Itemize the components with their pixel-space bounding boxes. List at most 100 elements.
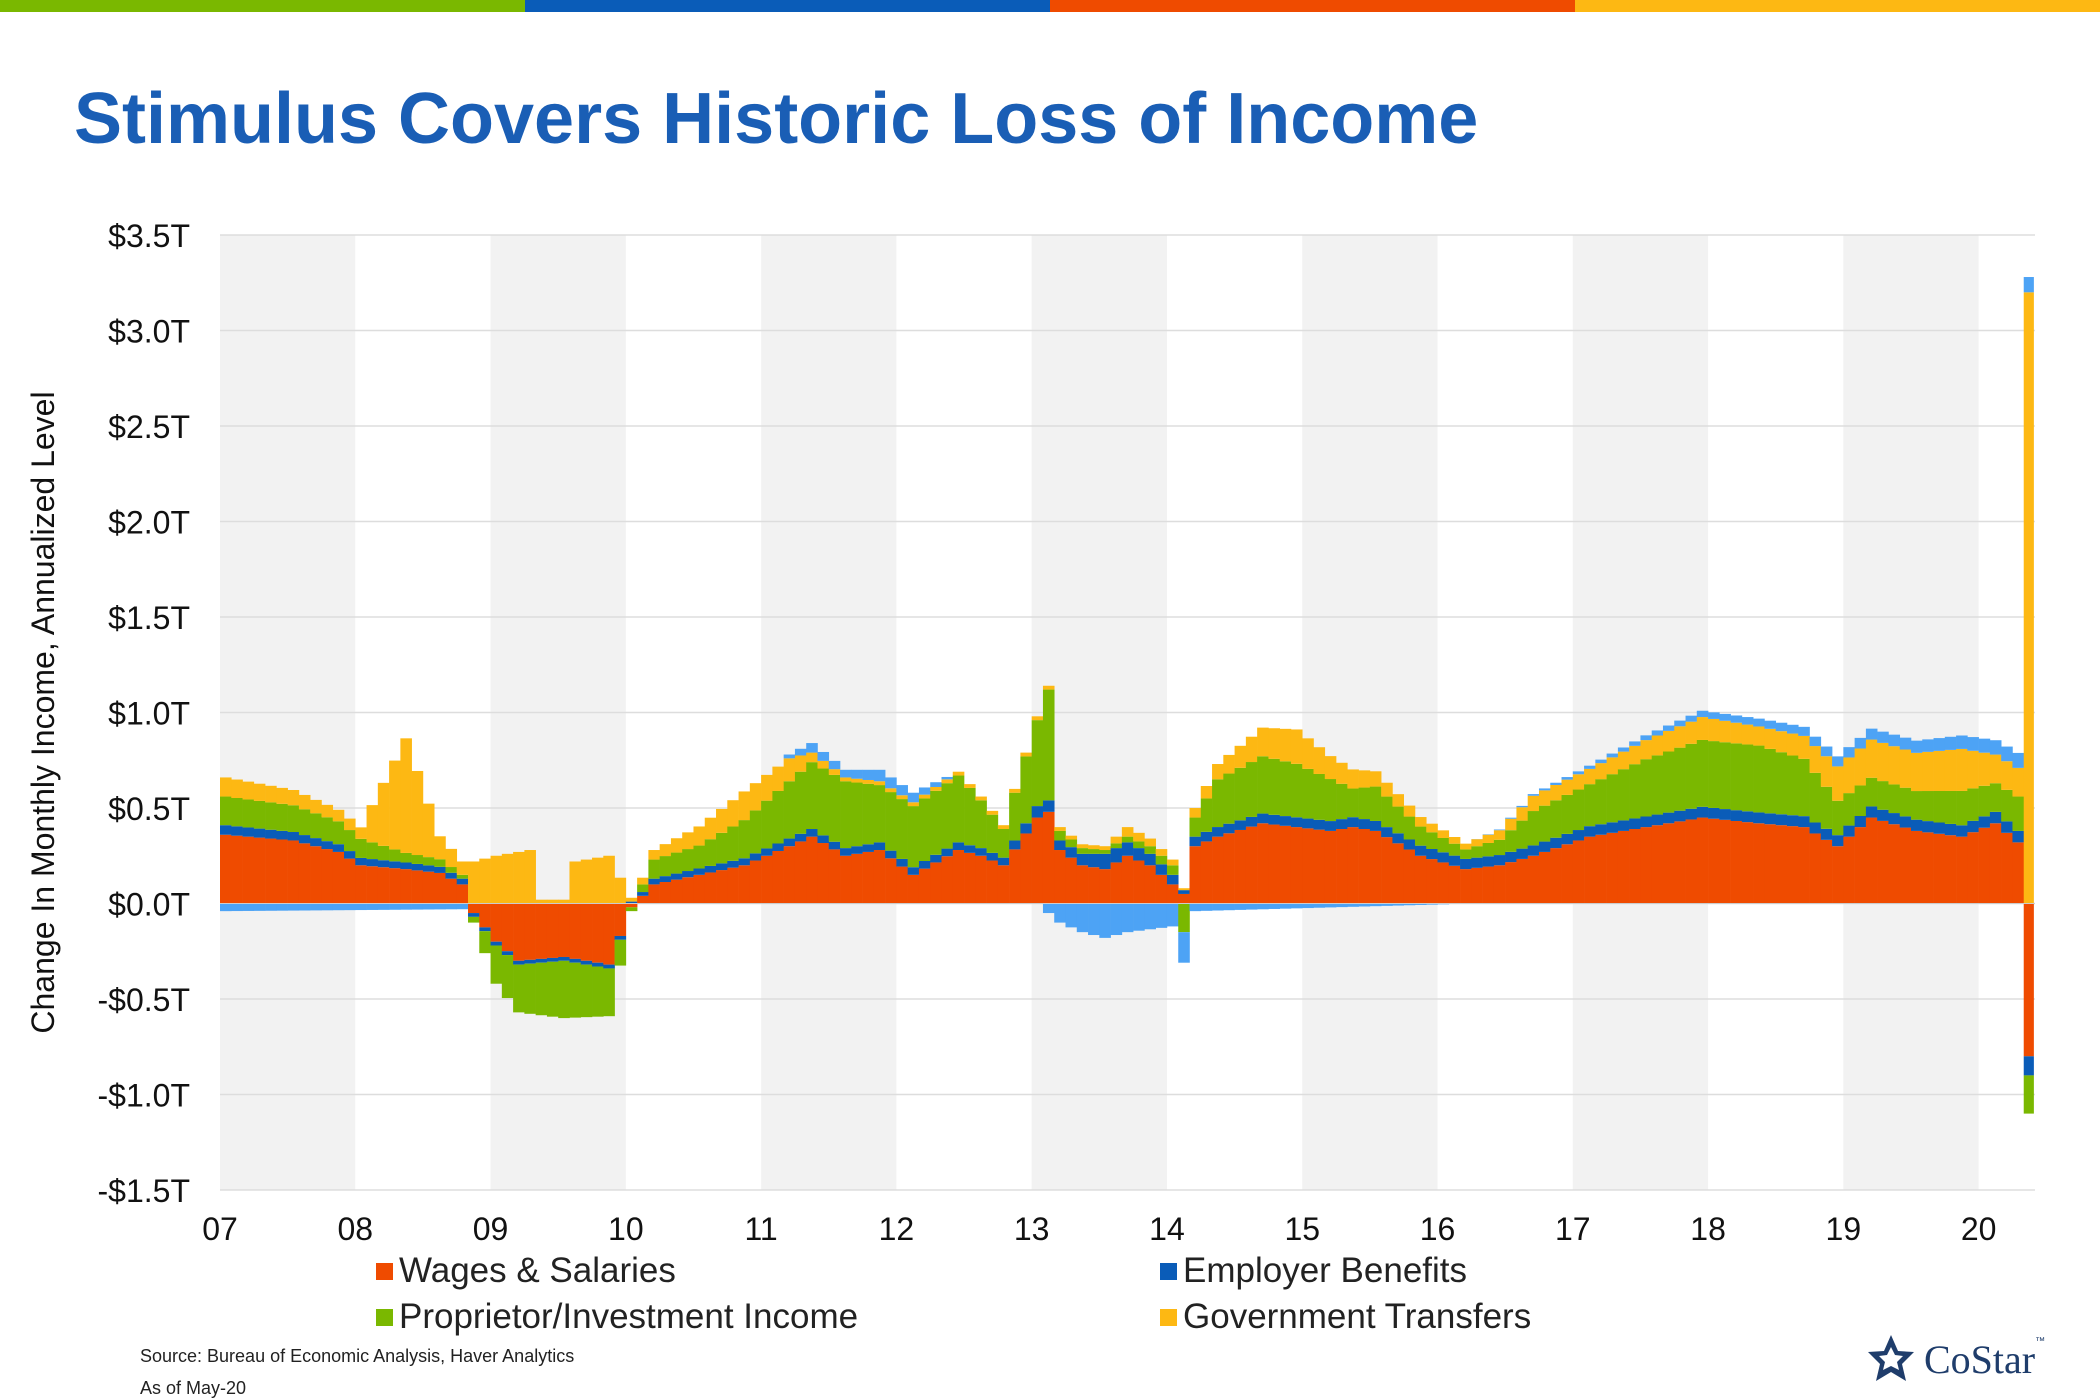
bar-segment [1426, 859, 1438, 904]
bar-segment [265, 785, 277, 803]
bar-segment [1054, 827, 1066, 831]
bar-segment [1155, 864, 1168, 875]
bar-segment [220, 825, 232, 835]
bar-segment [840, 777, 852, 782]
bar-segment [1662, 725, 1675, 731]
bar-segment [1200, 798, 1213, 832]
bar-segment [344, 858, 356, 904]
bar-segment [1696, 806, 1709, 818]
bar-segment [783, 846, 796, 904]
bar-segment [1685, 721, 1698, 744]
bar-segment [1584, 784, 1596, 827]
bar-segment [2001, 761, 2013, 790]
bar-segment [513, 960, 525, 965]
y-tick-label: -$1.0T [98, 1078, 190, 1114]
bar-segment [377, 845, 390, 861]
bar-segment [682, 832, 694, 850]
bar-segment [1223, 903, 1235, 911]
bar-segment [952, 771, 965, 776]
top-color-bar [0, 0, 2100, 12]
bar-segment [1786, 826, 1799, 904]
bar-segment [1854, 748, 1867, 786]
bar-segment [310, 813, 322, 839]
bar-segment [1200, 903, 1213, 911]
bar-segment [772, 850, 784, 904]
bar-segment [1798, 735, 1810, 759]
bar-segment [761, 848, 773, 856]
bar-segment [569, 861, 582, 904]
bar-segment [1144, 903, 1156, 930]
bar-segment [1245, 903, 1258, 910]
bar-segment [1764, 813, 1777, 825]
bar-segment [1189, 903, 1202, 912]
bar-segment [806, 762, 818, 830]
bar-segment [1527, 855, 1540, 904]
bar-segment [1245, 762, 1258, 817]
bar-segment [580, 960, 593, 965]
bar-segment [670, 852, 683, 874]
bar-segment [1290, 763, 1303, 818]
bar-segment [411, 863, 424, 871]
bar-segment [422, 803, 435, 858]
bar-segment [817, 751, 830, 761]
bar-segment [468, 916, 480, 923]
bar-segment [1933, 822, 1946, 834]
bar-segment [1088, 867, 1100, 904]
bar-segment [1358, 819, 1371, 830]
bar-segment [1144, 846, 1156, 854]
bar-segment [1414, 845, 1427, 856]
bar-segment [1989, 811, 2002, 824]
bar-segment [1212, 836, 1224, 904]
bar-segment [558, 956, 570, 961]
bar-segment [1956, 790, 1968, 826]
bar-segment [332, 903, 345, 911]
bar-segment [253, 903, 266, 911]
bar-segment [1696, 717, 1709, 740]
bar-segment [828, 841, 841, 850]
bar-segment [242, 827, 255, 837]
bar-segment [727, 860, 739, 868]
bar-segment [1595, 824, 1607, 835]
y-tick-label: $1.5T [108, 600, 190, 636]
bar-segment [930, 782, 942, 787]
bar-segment [851, 778, 863, 783]
bar-segment [806, 752, 818, 763]
bar-segment [1527, 811, 1540, 846]
y-axis-title: Change In Monthly Income, Annualized Lev… [25, 391, 61, 1033]
bar-segment [1212, 903, 1224, 911]
bar-segment [1640, 740, 1653, 760]
y-tick-label: $3.0T [108, 314, 190, 350]
bar-segment [1820, 746, 1833, 757]
bar-segment [366, 859, 379, 867]
bar-segment [1414, 903, 1427, 905]
bar-segment [1076, 903, 1089, 933]
bar-segment [1257, 727, 1269, 757]
bar-segment [1133, 832, 1145, 842]
bar-segment [952, 842, 965, 851]
costar-logo: CoStar™ [1866, 1334, 2045, 1384]
bar-segment [749, 853, 762, 861]
bar-segment [1516, 848, 1529, 859]
bar-segment [1505, 862, 1517, 904]
bar-segment [1922, 832, 1934, 904]
bar-segment [400, 852, 412, 863]
bar-segment [344, 903, 356, 911]
bar-segment [997, 825, 1010, 830]
bar-segment [1076, 848, 1089, 854]
bar-segment [1381, 782, 1393, 797]
bar-segment [986, 814, 999, 853]
bar-segment [1054, 850, 1066, 904]
top-bar-segment-blue [525, 0, 1050, 12]
bar-segment [1595, 759, 1607, 764]
bar-segment [828, 760, 841, 770]
bar-segment [817, 760, 830, 769]
bar-segment [1978, 785, 1991, 817]
bar-segment [1989, 823, 2002, 904]
bar-segment [2023, 1056, 2034, 1076]
bar-segment [1178, 903, 1190, 933]
bar-segment [1651, 825, 1664, 904]
bar-segment [558, 960, 570, 1019]
bar-segment [422, 857, 435, 866]
bar-segment [625, 901, 638, 904]
bar-segment [1437, 830, 1450, 838]
